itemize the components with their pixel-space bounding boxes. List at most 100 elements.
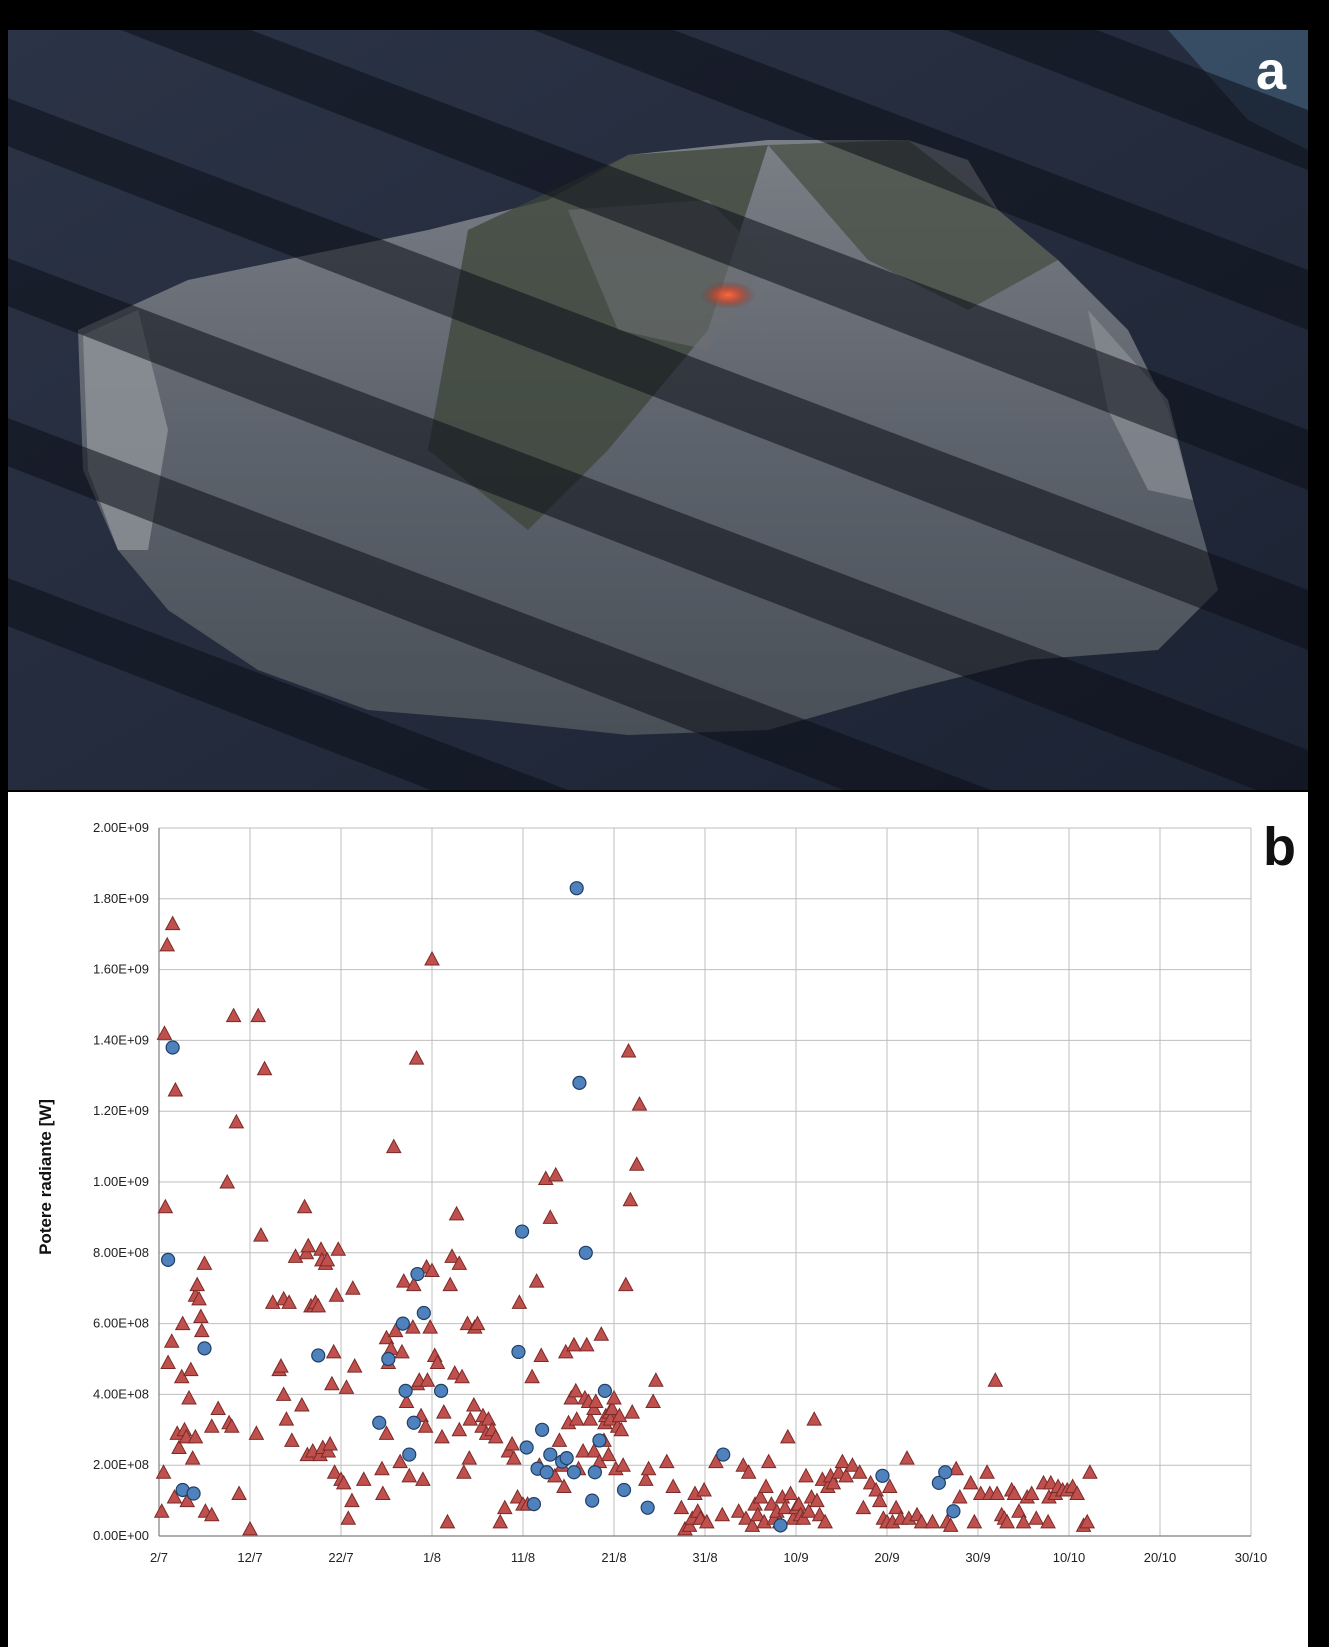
triangle-point	[752, 1489, 769, 1504]
circle-point	[938, 1465, 953, 1480]
triangle-point	[506, 1450, 522, 1465]
triangle-point	[798, 1467, 814, 1483]
x-tick-label: 30/10	[1235, 1550, 1268, 1565]
circle-point	[592, 1433, 607, 1448]
x-tick-label: 20/9	[874, 1550, 899, 1565]
triangle-point	[405, 1276, 422, 1292]
triangle-point	[648, 1372, 664, 1387]
triangle-point	[600, 1446, 617, 1462]
triangle-point	[326, 1464, 343, 1479]
triangle-point	[157, 1198, 174, 1214]
triangle-point	[203, 1418, 220, 1433]
panel-a-satellite-image: a	[8, 30, 1308, 790]
triangle-point	[575, 1442, 591, 1458]
triangle-point	[777, 1499, 793, 1515]
y-tick-label: 2.00E+09	[93, 820, 149, 835]
triangle-point	[338, 1379, 355, 1394]
triangle-point	[378, 1329, 395, 1345]
triangle-point	[817, 1513, 833, 1529]
triangle-point	[948, 1460, 964, 1476]
triangle-point	[492, 1513, 509, 1529]
triangle-point	[328, 1287, 345, 1302]
triangle-point	[344, 1280, 361, 1295]
triangle-point	[196, 1255, 213, 1270]
circle-point	[543, 1447, 558, 1462]
triangle-point	[809, 1492, 825, 1508]
triangle-point	[160, 1354, 176, 1370]
triangle-point	[273, 1358, 289, 1373]
triangle-point	[730, 1503, 747, 1518]
triangle-point	[566, 1336, 582, 1352]
x-tick-label: 21/8	[601, 1550, 626, 1565]
volcano-island-image	[8, 30, 1308, 790]
triangle-point	[524, 1368, 540, 1384]
circle-point	[402, 1447, 417, 1462]
triangle-point	[417, 1418, 434, 1433]
triangle-point	[556, 1478, 572, 1493]
triangle-point	[740, 1464, 757, 1479]
triangle-point	[184, 1450, 201, 1465]
triangle-point	[533, 1347, 550, 1362]
triangle-point	[1011, 1503, 1027, 1518]
triangle-point	[325, 1343, 342, 1359]
triangle-point	[758, 1478, 774, 1493]
triangle-point	[394, 1343, 410, 1359]
y-tick-label: 1.60E+09	[93, 962, 149, 977]
triangle-point	[966, 1513, 983, 1529]
x-tick-label: 31/8	[692, 1550, 717, 1565]
triangle-point	[434, 1428, 450, 1444]
circle-point	[931, 1475, 946, 1491]
triangle-point	[987, 1372, 1004, 1387]
triangle-point	[999, 1513, 1015, 1529]
triangle-point	[779, 1428, 796, 1444]
triangle-point	[375, 1485, 391, 1501]
y-tick-label: 4.00E+08	[93, 1386, 149, 1401]
triangle-point	[962, 1474, 979, 1490]
y-axis-title: Potere radiante [W]	[36, 1099, 55, 1255]
triangle-point	[487, 1428, 504, 1444]
triangle-point	[613, 1421, 630, 1437]
triangle-point	[469, 1315, 486, 1331]
triangle-point	[448, 1205, 465, 1221]
triangle-point	[593, 1326, 610, 1341]
triangle-point	[429, 1354, 446, 1370]
triangle-point	[159, 936, 176, 952]
triangle-point	[617, 1276, 634, 1292]
triangle-point	[296, 1198, 313, 1214]
triangle-point	[868, 1481, 884, 1497]
triangle-point	[578, 1336, 595, 1352]
triangle-point	[511, 1294, 528, 1309]
triangle-point	[210, 1400, 226, 1416]
circle-point	[514, 1224, 530, 1239]
triangle-point	[504, 1435, 520, 1451]
triangle-point	[782, 1485, 799, 1501]
triangle-point	[166, 1489, 183, 1504]
triangle-point	[405, 1319, 421, 1334]
y-tick-label: 6.00E+08	[93, 1316, 149, 1331]
y-tick-label: 2.00E+08	[93, 1457, 149, 1472]
triangle-point	[419, 1372, 436, 1387]
triangle-point	[223, 1418, 240, 1433]
triangle-point	[179, 1492, 196, 1508]
triangle-point	[344, 1492, 360, 1508]
triangle-point	[174, 1315, 191, 1331]
triangle-point	[744, 1517, 761, 1532]
triangle-point	[422, 1319, 439, 1334]
triangle-point	[313, 1241, 329, 1256]
circle-point	[572, 1075, 587, 1090]
circle-point	[569, 881, 584, 896]
triangle-point	[320, 1442, 337, 1458]
triangle-point	[528, 1273, 545, 1288]
y-tick-label: 8.00E+08	[93, 1245, 149, 1260]
triangle-point	[551, 1432, 568, 1447]
x-tick-label: 30/9	[965, 1550, 990, 1565]
triangle-point	[708, 1453, 724, 1469]
triangle-point	[395, 1273, 412, 1288]
panel-letter-b: b	[1263, 817, 1296, 877]
triangle-point	[624, 1404, 641, 1419]
triangle-point	[844, 1457, 861, 1472]
x-tick-label: 10/10	[1053, 1550, 1086, 1565]
triangle-point	[658, 1453, 675, 1469]
triangle-point	[287, 1248, 304, 1263]
triangle-point	[248, 1425, 265, 1440]
